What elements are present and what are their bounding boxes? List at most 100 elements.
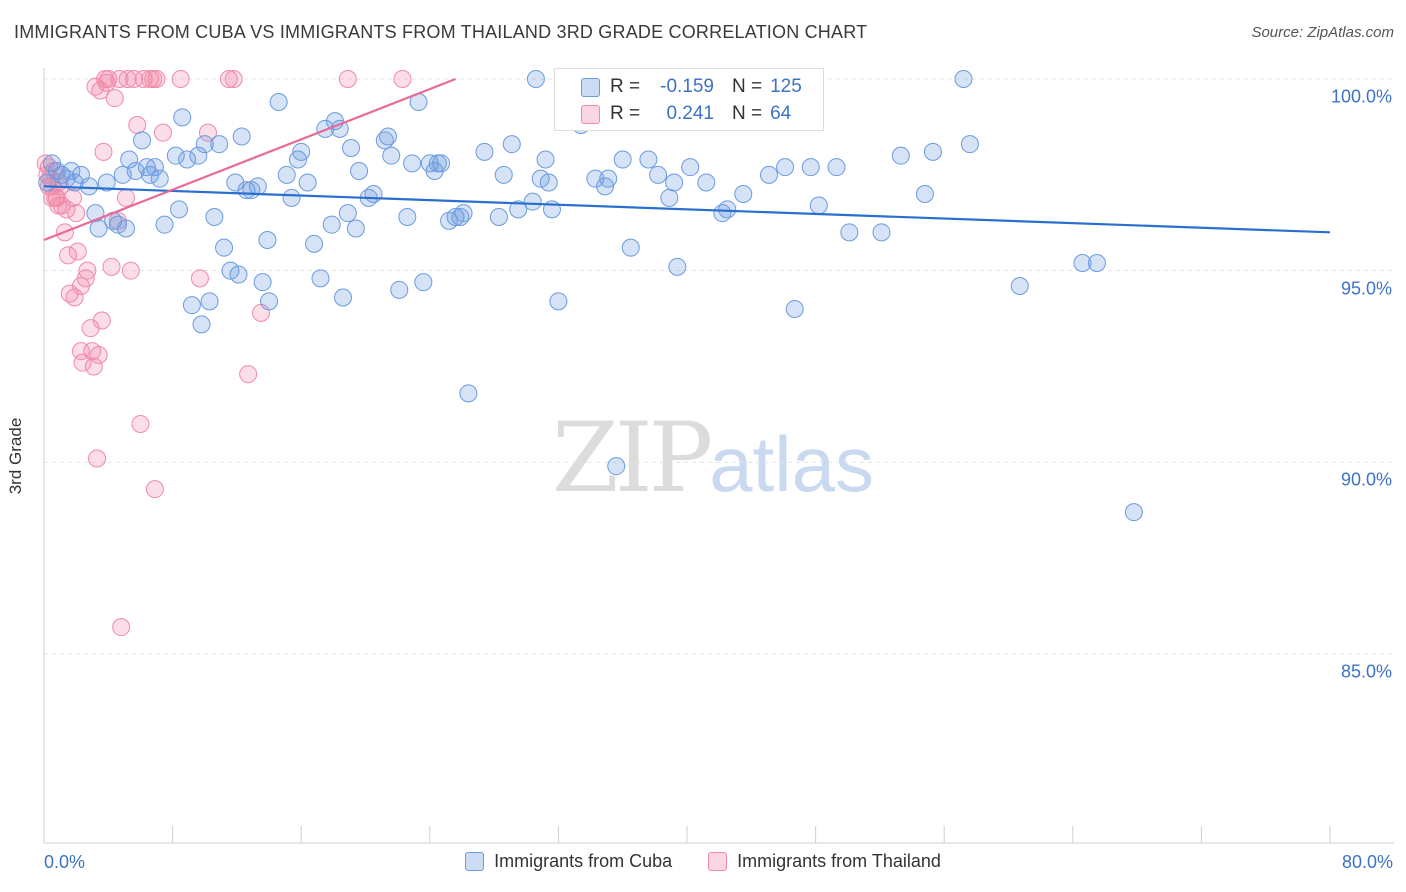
legend-r-value-cuba: -0.159: [660, 76, 714, 97]
cuba-point: [718, 200, 737, 219]
thailand-point: [67, 204, 86, 223]
thailand-point: [198, 123, 217, 142]
legend-swatch-cuba: [581, 77, 600, 97]
cuba-point: [155, 215, 174, 234]
cuba-point: [536, 150, 555, 169]
cuba-point: [379, 127, 398, 146]
cuba-point: [253, 273, 272, 292]
cuba-point: [414, 273, 433, 292]
cuba-point: [697, 173, 716, 192]
cuba-point: [178, 150, 197, 169]
cuba-point: [170, 200, 189, 219]
cuba-point: [681, 158, 700, 177]
cuba-point: [454, 204, 473, 223]
thailand-point: [134, 70, 153, 88]
cuba-point: [330, 119, 349, 138]
trend-lines: [43, 77, 1331, 242]
series-legend: Immigrants from Cuba Immigrants from Tha…: [0, 851, 1406, 872]
cuba-point: [960, 135, 979, 154]
cuba-point: [475, 142, 494, 161]
cuba-point: [827, 158, 846, 177]
cuba-point: [923, 142, 942, 161]
legend-r-label: R =: [610, 76, 641, 97]
cuba-point: [954, 70, 973, 88]
cuba-point: [166, 146, 185, 165]
cuba-point: [665, 173, 684, 192]
cuba-point: [1087, 254, 1106, 272]
thailand-point: [128, 116, 147, 134]
legend-label-thailand: Immigrants from Thailand: [737, 851, 941, 871]
cuba-point: [338, 204, 357, 223]
cuba-point: [649, 165, 668, 184]
cuba-point: [523, 192, 542, 211]
cuba-point: [258, 231, 277, 249]
cuba-point: [502, 135, 521, 154]
cuba-point: [891, 146, 910, 165]
legend-n-label: N =: [732, 103, 763, 124]
stats-legend: R = -0.159 N = 125 R = 0.241 N = 64: [554, 68, 824, 131]
cuba-point: [1073, 254, 1092, 272]
cuba-point: [509, 200, 528, 219]
thailand-points: [36, 70, 412, 637]
cuba-point: [607, 457, 626, 476]
cuba-point: [432, 154, 451, 173]
thailand-point: [68, 242, 87, 261]
thailand-point: [89, 346, 108, 364]
cuba-point: [915, 185, 934, 203]
cuba-point: [200, 292, 219, 311]
thailand-point: [121, 261, 140, 280]
legend-r-label: R =: [610, 103, 641, 124]
cuba-point: [494, 165, 513, 184]
cuba-point: [776, 158, 795, 177]
thailand-point: [224, 70, 243, 88]
watermark: ZIPatlas: [552, 402, 874, 514]
thailand-point: [57, 200, 76, 219]
thailand-point: [63, 188, 82, 207]
thailand-point: [145, 480, 164, 499]
y-tick-label: 85.0%: [1340, 661, 1392, 682]
cuba-point: [210, 135, 229, 154]
y-tick-label: 95.0%: [1340, 278, 1392, 299]
thailand-point: [92, 311, 111, 330]
thailand-point: [338, 70, 357, 88]
thailand-point: [94, 142, 113, 161]
cuba-point: [539, 173, 558, 192]
cuba-point: [599, 169, 618, 188]
cuba-point: [489, 208, 508, 226]
source-note: Source: ZipAtlas.com: [1251, 24, 1394, 41]
thailand-point: [116, 188, 135, 207]
cuba-point: [116, 219, 135, 238]
thailand-point: [78, 261, 97, 280]
legend-n-value-cuba: 125: [770, 76, 802, 97]
legend-label-cuba: Immigrants from Cuba: [494, 851, 673, 871]
cuba-point: [660, 188, 679, 207]
thailand-point: [239, 365, 258, 384]
cuba-point: [586, 169, 605, 188]
cuba-point: [269, 93, 288, 111]
cuba-point: [734, 185, 753, 203]
legend-swatch-thailand: [581, 104, 600, 124]
legend-row-cuba: R = -0.159 N = 125: [581, 76, 802, 98]
legend-n-value-thailand: 64: [770, 103, 792, 124]
cuba-point: [785, 300, 804, 318]
thailand-point: [171, 70, 190, 88]
cuba-point: [232, 127, 251, 146]
thailand-point: [112, 618, 131, 637]
cuba-point: [759, 165, 778, 184]
cuba-point: [229, 265, 248, 284]
cuba-point: [126, 162, 145, 180]
cuba-point: [292, 142, 311, 161]
thailand-point: [102, 257, 121, 276]
cuba-point: [120, 150, 139, 169]
thailand-point: [88, 449, 107, 468]
legend-r-value-thailand: 0.241: [666, 103, 714, 124]
cuba-point: [346, 219, 365, 238]
legend-item-thailand: Immigrants from Thailand: [708, 851, 941, 872]
y-tick-label: 90.0%: [1340, 469, 1392, 490]
cuba-point: [305, 234, 324, 253]
y-tick-label: 100.0%: [1330, 86, 1392, 107]
cuba-point: [639, 150, 658, 169]
cuba-point: [613, 150, 632, 169]
cuba-point: [80, 177, 99, 196]
